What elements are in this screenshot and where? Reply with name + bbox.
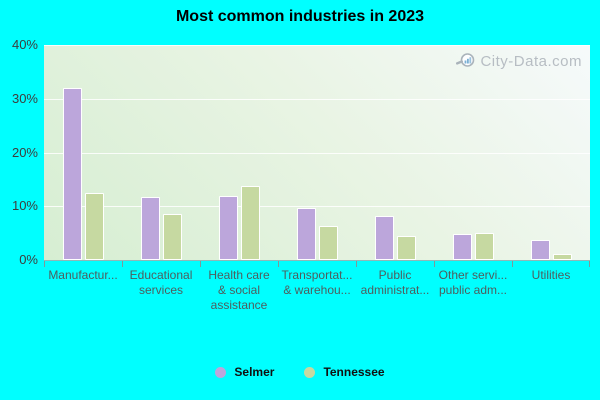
bar-selmer (140, 196, 160, 260)
y-axis-tick-label: 30% (11, 90, 38, 106)
bar-selmer (374, 215, 394, 260)
y-axis-tick-label: 40% (11, 37, 38, 52)
legend-label: Tennessee (323, 365, 385, 379)
x-axis-tick (512, 261, 513, 267)
watermark-text: City-Data.com (480, 52, 582, 70)
bar-tennessee (162, 214, 182, 260)
x-axis-tick (355, 261, 357, 267)
x-axis-label: Other servi... public adm... (438, 268, 508, 297)
x-axis-label: Educational services (129, 268, 193, 297)
bar-group (200, 45, 278, 260)
bar-group (278, 45, 356, 260)
legend-label: Selmer (234, 365, 275, 379)
gridline (44, 45, 590, 46)
bar-group (356, 45, 434, 260)
x-axis-ticks (44, 261, 590, 267)
legend-marker-icon (215, 366, 227, 378)
x-axis-tick (278, 261, 279, 267)
legend-item: Selmer (215, 365, 274, 379)
x-axis-label: Manufactur... (48, 268, 118, 282)
legend: Selmer Tennessee (0, 363, 600, 381)
legend-marker-icon (304, 366, 316, 378)
x-axis-tick (44, 261, 45, 267)
bar-selmer (452, 233, 472, 260)
bar-selmer (296, 207, 316, 260)
x-axis-label: Health care & social assistance (208, 268, 270, 312)
x-axis-labels: Manufactur... Educational services Health … (44, 268, 590, 313)
bar-selmer (62, 88, 82, 260)
bar-tennessee (84, 193, 104, 260)
bar-groups (44, 45, 590, 260)
bar-group (512, 45, 590, 260)
gridline (44, 206, 590, 208)
bar-tennessee (396, 236, 416, 260)
x-axis-tick (199, 261, 201, 267)
bar-group (122, 45, 200, 260)
bar-tennessee (240, 185, 260, 260)
bar-tennessee (552, 254, 572, 260)
x-axis-label: Transportat... & warehou... (281, 268, 353, 297)
magnifier-logo-icon (456, 51, 476, 71)
bar-group (434, 45, 512, 260)
y-axis-tick-label: 20% (11, 144, 38, 160)
x-axis-label: Utilities (531, 268, 571, 282)
gridline (44, 98, 590, 100)
chart-title: Most common industries in 2023 (175, 8, 425, 25)
gridline (44, 152, 590, 154)
legend-item: Tennessee (304, 365, 385, 379)
x-axis-tick (121, 261, 123, 267)
y-axis-tick-label: 10% (11, 198, 38, 214)
bar-group (44, 45, 122, 260)
watermark: City-Data.com (456, 51, 582, 71)
y-axis-tick-label: 0% (19, 252, 38, 267)
x-axis-tick (589, 261, 590, 267)
plot-area: City-Data.com (44, 45, 590, 261)
bar-selmer (530, 240, 550, 260)
bar-tennessee (318, 225, 338, 260)
bar-tennessee (474, 233, 494, 260)
bar-selmer (218, 196, 238, 260)
x-axis-label: Public administrat... (360, 268, 430, 297)
x-axis-tick (434, 261, 435, 267)
